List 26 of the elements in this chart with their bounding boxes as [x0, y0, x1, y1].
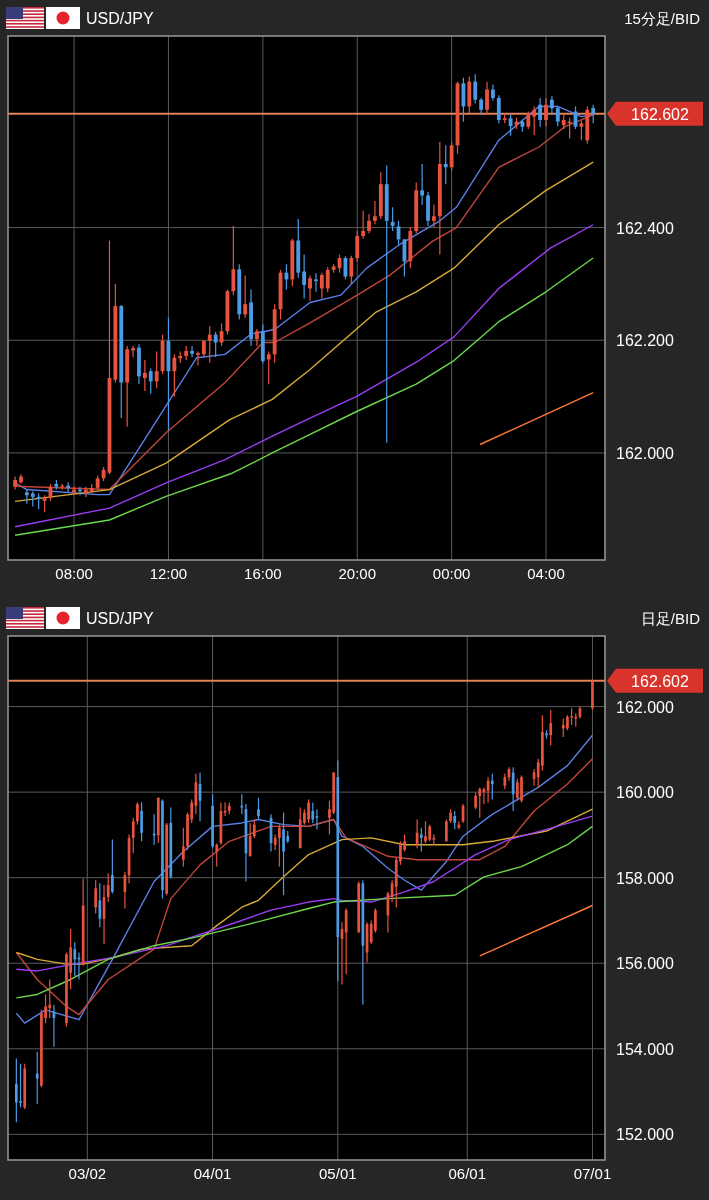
chart-title: USD/JPY	[86, 10, 154, 27]
x-tick-label: 04:00	[527, 565, 565, 582]
y-tick-label: 162.000	[616, 698, 674, 716]
x-tick-label: 04/01	[193, 1165, 232, 1182]
ref-line-label: 162.602	[631, 672, 690, 690]
y-tick-label: 162.000	[616, 444, 674, 462]
y-tick-label: 162.200	[616, 332, 674, 350]
x-tick-label: 05/01	[319, 1165, 357, 1182]
y-tick-label: 160.000	[616, 784, 674, 802]
y-tick-label: 152.000	[616, 1126, 674, 1144]
x-tick-label: 03/02	[68, 1165, 107, 1182]
x-tick-label: 08:00	[55, 565, 93, 582]
x-tick-label: 07/01	[573, 1165, 612, 1182]
y-tick-label: 156.000	[616, 955, 674, 973]
x-tick-label: 20:00	[338, 565, 377, 582]
text: 15分足/BID	[624, 10, 701, 27]
x-tick-label: 12:00	[149, 565, 188, 582]
x-tick-label: 06/01	[448, 1165, 486, 1182]
x-tick-label: 16:00	[244, 565, 282, 582]
y-tick-label: 154.000	[616, 1040, 674, 1058]
chart-title: USD/JPY	[86, 610, 154, 627]
y-tick-label: 162.400	[616, 219, 674, 237]
x-tick-label: 00:00	[432, 565, 471, 582]
y-tick-label: 158.000	[616, 869, 674, 887]
ref-line-label: 162.602	[631, 105, 690, 123]
text: 日足/BID	[640, 610, 701, 627]
